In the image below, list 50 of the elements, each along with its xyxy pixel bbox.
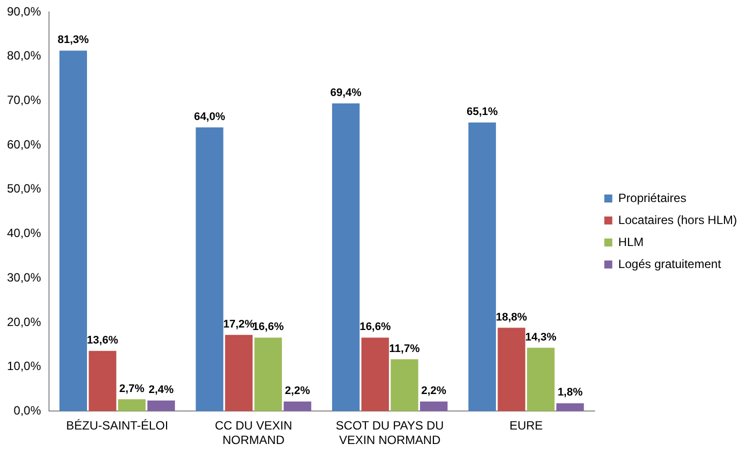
x-tick-label: CC DU VEXIN NORMAND [214, 418, 292, 448]
data-label: 69,4% [330, 86, 362, 99]
data-label: 81,3% [58, 34, 90, 46]
y-tick-label: 60,0% [6, 137, 42, 152]
data-label: 16,6% [360, 321, 391, 334]
data-label: 11,7% [389, 342, 420, 355]
y-tick-label: 40,0% [6, 226, 42, 240]
y-tick-label: 80,0% [6, 48, 42, 63]
bar [332, 103, 360, 412]
data-label: 2,2% [284, 384, 310, 397]
legend-label: Propriétaires [618, 190, 686, 205]
legend-label: Logés gratuitement [618, 256, 722, 271]
data-label: 2,4% [148, 384, 174, 396]
data-label: 1,8% [558, 386, 583, 399]
data-label: 16,6% [252, 321, 284, 334]
bar [527, 348, 555, 412]
legend-label: HLM [618, 234, 644, 249]
bar [254, 338, 282, 412]
x-tick-label: EURE [509, 418, 543, 433]
y-tick-label: 70,0% [6, 93, 42, 108]
y-tick-label: 90,0% [6, 4, 42, 18]
bar [225, 334, 253, 412]
bar [59, 50, 87, 412]
y-tick-label: 50,0% [6, 182, 42, 196]
bar [420, 401, 448, 412]
bar [498, 328, 526, 412]
bar [196, 127, 224, 412]
y-tick-label: 10,0% [6, 359, 42, 374]
y-tick-label: 0,0% [14, 404, 42, 418]
data-label: 2,2% [421, 384, 447, 397]
y-tick-label: 20,0% [6, 314, 42, 329]
bar [468, 122, 496, 412]
bar [118, 399, 146, 412]
data-label: 18,8% [496, 311, 528, 324]
bar [88, 350, 116, 412]
y-tick-label: 30,0% [6, 270, 42, 284]
data-label: 14,3% [525, 331, 557, 344]
data-label: 64,0% [194, 110, 226, 123]
data-label: 17,2% [223, 318, 255, 330]
x-tick-label: BÉZU-SAINT-ÉLOI [66, 418, 168, 433]
data-label: 65,1% [466, 106, 498, 118]
bar [390, 359, 418, 412]
data-label: 13,6% [86, 334, 118, 346]
bar [556, 403, 584, 412]
x-tick-label: SCOT DU PAYS DU VEXIN NORMAND [336, 418, 444, 448]
bar [284, 401, 312, 412]
data-label: 2,7% [119, 382, 145, 395]
bar [147, 400, 175, 412]
legend-label: Locataires (hors HLM) [618, 212, 738, 227]
bar [361, 338, 389, 412]
